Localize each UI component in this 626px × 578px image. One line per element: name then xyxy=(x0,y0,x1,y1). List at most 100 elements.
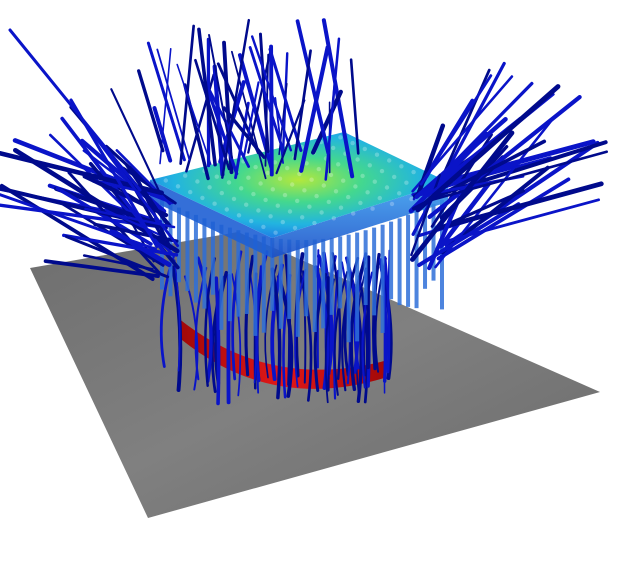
heatmap-cell xyxy=(207,185,212,190)
heatmap-cell xyxy=(273,230,278,235)
fin xyxy=(261,236,266,333)
streamline xyxy=(435,189,526,231)
heatmap-cell xyxy=(163,178,168,183)
heatmap-cell xyxy=(355,157,360,162)
streamline xyxy=(429,150,608,202)
heatmap-cell xyxy=(333,189,339,194)
fin xyxy=(329,237,334,315)
heatmap-cell xyxy=(287,209,293,214)
heatmap-cell xyxy=(236,213,242,218)
streamline xyxy=(0,186,168,230)
heatmap-cell xyxy=(372,179,377,184)
heatmap-cell xyxy=(338,205,344,210)
heatmap-cell xyxy=(338,135,343,140)
heatmap-cell xyxy=(397,191,402,196)
heatmap-cell xyxy=(265,170,270,176)
fin xyxy=(219,224,224,330)
fin xyxy=(278,238,283,329)
heatmap-cell xyxy=(253,164,258,170)
streamline xyxy=(349,261,366,392)
fin xyxy=(397,218,402,306)
streamline xyxy=(419,74,493,186)
streamline xyxy=(333,271,349,396)
heatsink-top-heatmap xyxy=(150,132,448,238)
streamline xyxy=(206,90,239,176)
streamline xyxy=(221,18,251,179)
heatmap-cell xyxy=(365,190,370,195)
heatmap-cell xyxy=(316,166,321,172)
streamline xyxy=(275,99,306,175)
streamline xyxy=(84,207,176,229)
heatmap-cell xyxy=(328,172,334,178)
heatmap-cell xyxy=(358,200,363,206)
streamline xyxy=(104,144,157,192)
streamline xyxy=(234,101,250,180)
streamline xyxy=(173,259,181,372)
heatmap-cell xyxy=(353,184,358,189)
upper-streamlines xyxy=(0,18,608,282)
heatmap-cell xyxy=(331,216,336,221)
heatmap-cell xyxy=(312,220,317,226)
heatmap-cell xyxy=(411,169,416,175)
heatmap-cell xyxy=(384,185,390,190)
fin xyxy=(270,237,275,311)
fin xyxy=(304,239,309,317)
heatmap-cell xyxy=(377,195,382,201)
heatmap-cell xyxy=(321,183,326,188)
heatmap-cell xyxy=(272,160,278,165)
fin xyxy=(210,221,215,295)
heatmap-cell xyxy=(409,196,414,202)
fin xyxy=(202,218,207,309)
fin xyxy=(253,234,258,336)
streamline xyxy=(268,47,303,152)
heatmap-cell xyxy=(256,208,261,213)
heatmap-cell xyxy=(387,158,392,163)
heatmap-cell xyxy=(370,206,375,211)
fin xyxy=(287,239,292,319)
fin xyxy=(185,211,190,292)
streamline xyxy=(242,81,260,158)
heatmap-cell xyxy=(404,180,409,185)
heatsink-right-face xyxy=(272,182,448,258)
heatmap-cell xyxy=(307,204,312,209)
heatmap-cell xyxy=(336,162,341,167)
streamline xyxy=(311,89,343,155)
streamline xyxy=(0,150,164,196)
streamline xyxy=(415,84,561,213)
streamline xyxy=(194,58,231,171)
streamline xyxy=(230,50,267,180)
streamline xyxy=(440,198,601,244)
streamline xyxy=(408,131,489,214)
heatmap-cell xyxy=(399,164,404,169)
streamline xyxy=(65,235,170,279)
heatmap-cell xyxy=(261,224,266,230)
heatmap-cell xyxy=(251,191,256,197)
streamline xyxy=(427,95,582,219)
heatmap-cell xyxy=(231,196,237,202)
heatmap-cell xyxy=(219,190,224,196)
heatmap-cell xyxy=(275,203,280,208)
fin xyxy=(338,236,343,309)
streamline xyxy=(222,106,266,159)
heatmap-cell xyxy=(268,214,273,219)
heatmap-cell xyxy=(300,215,305,220)
streamline xyxy=(62,233,179,257)
fin xyxy=(406,214,411,307)
streamline xyxy=(214,276,221,406)
heatmap-cell xyxy=(326,199,331,205)
heatmap-cell xyxy=(309,177,314,182)
streamline xyxy=(110,88,161,193)
streamline xyxy=(349,58,360,155)
heatmap-cell xyxy=(270,187,275,192)
streamline xyxy=(434,116,555,269)
fin xyxy=(414,211,419,309)
streamline xyxy=(0,193,157,251)
fin xyxy=(295,239,300,337)
heatmap-cell xyxy=(389,201,395,207)
streamline xyxy=(55,186,153,246)
streamline xyxy=(270,267,282,400)
streamline xyxy=(176,63,212,166)
fin xyxy=(380,224,385,333)
heatmap-cell xyxy=(249,218,254,224)
